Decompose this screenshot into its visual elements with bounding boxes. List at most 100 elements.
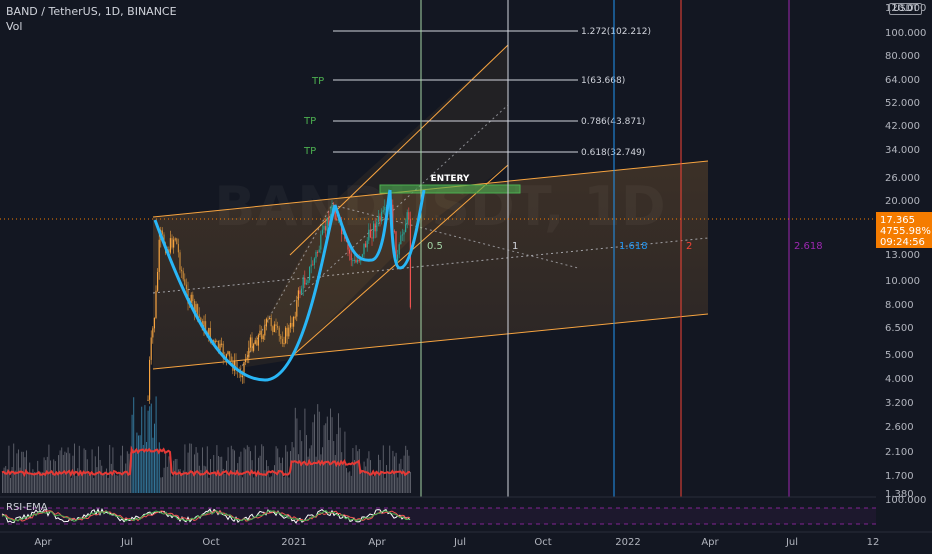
time-axis-label: Jul [785,537,798,548]
candle-body [286,327,288,337]
candle-body [246,357,248,360]
volume-bar [74,443,75,493]
price-scale-label: 100.000 [885,28,926,39]
candle-body [169,238,171,253]
volume-bar [226,460,227,493]
volume-bar [83,448,85,493]
volume-bar [387,471,389,493]
volume-bar [91,449,93,493]
volume-bar [8,445,10,493]
price-scale-label: 6.500 [885,323,914,334]
candle-body [350,253,352,261]
volume-bar [112,447,114,493]
candle-body [155,290,157,318]
candle-body [157,271,159,291]
volume-bar [254,445,256,493]
volume-bar [352,448,354,493]
volume-bar [3,467,5,493]
volume-bar [53,459,55,493]
volume-bar [90,472,91,493]
volume-bar [182,470,184,493]
volume-bar [320,454,322,493]
time-axis-label: Oct [534,537,551,548]
parallel-channel[interactable] [153,161,708,369]
rising-channel[interactable] [240,45,508,368]
volume-bar [406,449,408,493]
rsi-indicator-label[interactable]: RSI-EMA [6,502,48,513]
symbol-title[interactable]: BAND / TetherUS, 1D, BINANCE [6,5,177,18]
entry-zone[interactable] [379,184,521,194]
volume-bar [181,473,183,493]
volume-bar [158,442,160,493]
volume-bar [312,422,314,493]
currency-badge[interactable]: USDT [889,3,922,15]
volume-bar [234,450,235,493]
volume-bar [216,445,218,493]
candle-body [259,330,261,335]
candle-body [312,264,314,266]
volume-bar [186,471,187,493]
candle-body [245,359,247,363]
volume-bar [190,443,192,493]
candle-body [182,271,184,280]
volume-indicator-label[interactable]: Vol [6,20,23,33]
volume-bar [293,447,295,493]
volume-bar [323,425,325,493]
candle-body [176,238,178,245]
volume-bar [168,456,170,493]
candle-body [357,259,359,263]
volume-bar [395,452,397,493]
volume-bar [29,462,31,493]
volume-bar [251,460,253,493]
volume-bar [192,473,194,493]
handle-pattern[interactable] [333,189,392,262]
handle-pattern-2[interactable] [388,189,426,270]
volume-bar [256,475,258,493]
volume-bar [330,408,331,493]
volume-bar [230,445,232,493]
volume-bar [163,467,165,493]
volume-bar [390,474,392,493]
volume-bar [227,447,229,493]
candle-body [358,259,360,262]
volume-bar [40,471,42,493]
volume-bar [398,463,400,493]
price-scale-label: 26.000 [885,173,920,184]
volume-bar [379,459,381,493]
candle-body [267,318,269,320]
cup-pattern[interactable] [153,204,337,382]
price-scale[interactable]: 120.000 100.000 80.000 64.000 52.000 42.000 34… [885,3,926,506]
volume-bar [366,458,368,493]
volume-bar [38,474,40,493]
volume-bar [61,447,63,493]
rising-channel-lower[interactable] [289,164,509,359]
candle-body [285,327,287,344]
volume-bar [394,456,395,493]
candle-body [320,234,322,250]
candle-body [269,317,271,320]
volume-bar [274,465,275,493]
volume-bar [261,444,263,493]
volume-bar [6,469,8,493]
volume-bar [402,469,403,493]
volume-bar [229,475,231,493]
volume-bar [144,405,146,493]
volume-bar [389,445,391,493]
volume-bar [200,470,202,493]
volume-bar [350,475,352,493]
volume-bar [339,427,341,493]
time-axis-label: 2021 [281,537,306,548]
candle-body [321,229,323,235]
volume-bar [78,445,80,493]
price-scale-label: 5.000 [885,350,914,361]
volume-bar [309,448,311,493]
volume-bar [136,432,138,493]
volume-bar [50,460,51,493]
time-axis[interactable]: Apr Jul Oct 2021 Apr Jul Oct 2022 Apr Jul 12 [34,537,879,548]
volume-bar [202,447,203,493]
candle-body [313,258,315,265]
volume-bar [165,451,167,493]
candle-body [265,318,267,327]
